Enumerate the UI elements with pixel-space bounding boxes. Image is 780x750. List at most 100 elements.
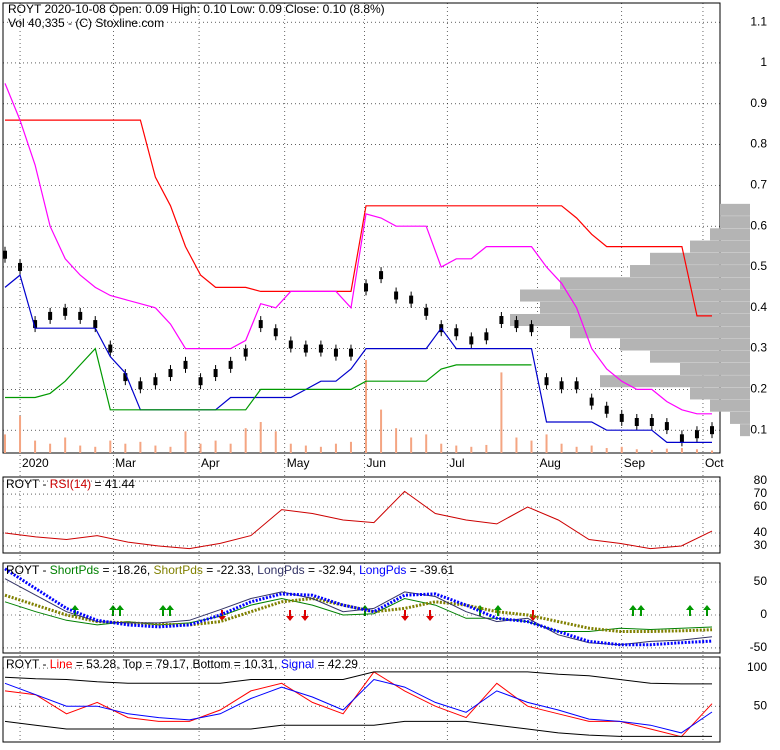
series-line (4, 597, 713, 632)
y-tick-label: 60 (754, 499, 768, 513)
candle-body (664, 422, 669, 431)
candle-body (574, 381, 579, 390)
volume-profile-bar (650, 350, 750, 363)
volume-bar (455, 445, 458, 453)
legend-text: ShortPds (50, 563, 99, 577)
candle-body (348, 348, 353, 357)
y-tick-label: 1.1 (750, 14, 767, 28)
x-tick-label: Mar (115, 456, 136, 470)
volume-bar (711, 450, 713, 453)
candle-body (48, 311, 53, 320)
candle-body (604, 405, 609, 414)
volume-profile-bar (710, 228, 750, 241)
candle-body (243, 348, 248, 357)
candle-body (424, 307, 429, 316)
y-tick-label: 0.2 (750, 382, 767, 396)
volume-bar (665, 448, 668, 453)
x-tick-label: Oct (705, 456, 724, 470)
volume-profile-bar (540, 301, 750, 314)
volume-bar (380, 409, 383, 453)
y-tick-label: 70 (754, 486, 768, 500)
volume-bar (470, 446, 473, 453)
candle-body (63, 307, 68, 316)
y-tick-label: 0.8 (750, 137, 767, 151)
volume-bar (79, 445, 82, 453)
volume-profile-bar (620, 338, 750, 351)
volume-bar (515, 437, 518, 453)
legend-text: = -32.94, (308, 563, 356, 577)
candle-body (78, 311, 83, 320)
series-line (4, 678, 713, 734)
y-tick-label: 0.9 (750, 96, 767, 110)
buy-arrow (166, 605, 174, 616)
buy-arrow (686, 605, 694, 616)
sell-arrow (401, 610, 409, 621)
candle-body (3, 250, 7, 259)
candle-body (469, 336, 474, 345)
volume-bar (4, 434, 6, 453)
legend-text: = -18.26, (103, 563, 151, 577)
candle-body (710, 426, 714, 435)
volume-bar (395, 428, 398, 453)
series-line (4, 671, 713, 738)
y-tick-label: 0.6 (750, 218, 767, 232)
y-tick-label: 50 (754, 698, 768, 712)
candle-body (228, 360, 233, 369)
candle-body (303, 344, 308, 353)
candle-body (33, 320, 38, 329)
legend-text: = -22.33, (206, 563, 254, 577)
volume-bar (485, 444, 488, 453)
sell-arrow (286, 610, 294, 621)
candle-body (544, 377, 549, 386)
volume-profile-bar (690, 240, 750, 253)
legend-text: = -39.61 (410, 563, 455, 577)
volume-profile-bar (510, 313, 750, 326)
buy-arrow (629, 605, 637, 616)
legend: ROYT - ShortPds = -18.26, ShortPds = -22… (6, 563, 454, 577)
legend-text: = 79.17, (145, 657, 189, 671)
x-tick-label: Jun (367, 456, 386, 470)
candle-body (123, 373, 128, 382)
candle-body (318, 344, 323, 353)
legend-text: LongPds (257, 563, 304, 577)
sell-arrow (529, 610, 537, 621)
volume-bar (214, 440, 217, 453)
volume-bar (605, 448, 608, 453)
volume-profile-bar (720, 203, 750, 216)
volume-bar (650, 449, 653, 453)
volume-bar (425, 434, 428, 453)
y-tick-label: 0.5 (750, 259, 767, 273)
volume-profile-bar (560, 277, 750, 290)
candle-body (679, 434, 684, 443)
legend-text: LongPds (359, 563, 406, 577)
y-tick-label: 40 (754, 525, 768, 539)
legend-text: Line (50, 657, 73, 671)
volume-bar (34, 440, 37, 453)
y-tick-label: 0 (760, 607, 767, 621)
rsi-panel (2, 476, 721, 554)
candle-body (153, 377, 158, 386)
volume-profile-bar (690, 387, 750, 400)
y-tick-label: 0.1 (750, 422, 767, 436)
buy-arrow (494, 605, 502, 616)
volume-bar (680, 448, 683, 453)
line-panel (2, 656, 721, 743)
volume-bar (229, 443, 232, 453)
legend-text: Bottom (192, 657, 230, 671)
series-line (4, 274, 712, 443)
volume-bar (199, 443, 202, 453)
legend-text: ROYT - (6, 657, 46, 671)
volume-bar (244, 428, 247, 453)
volume-bar (635, 449, 638, 453)
volume-bar (410, 437, 413, 453)
volume-bar (154, 445, 157, 453)
legend-text: ShortPds (154, 563, 203, 577)
sell-arrow (426, 610, 434, 621)
volume-bar (440, 443, 443, 453)
volume-bar (319, 446, 322, 453)
candle-body (379, 271, 384, 280)
candle-body (108, 344, 113, 353)
volume-profile-bar (710, 399, 750, 412)
volume-bar (560, 443, 563, 453)
